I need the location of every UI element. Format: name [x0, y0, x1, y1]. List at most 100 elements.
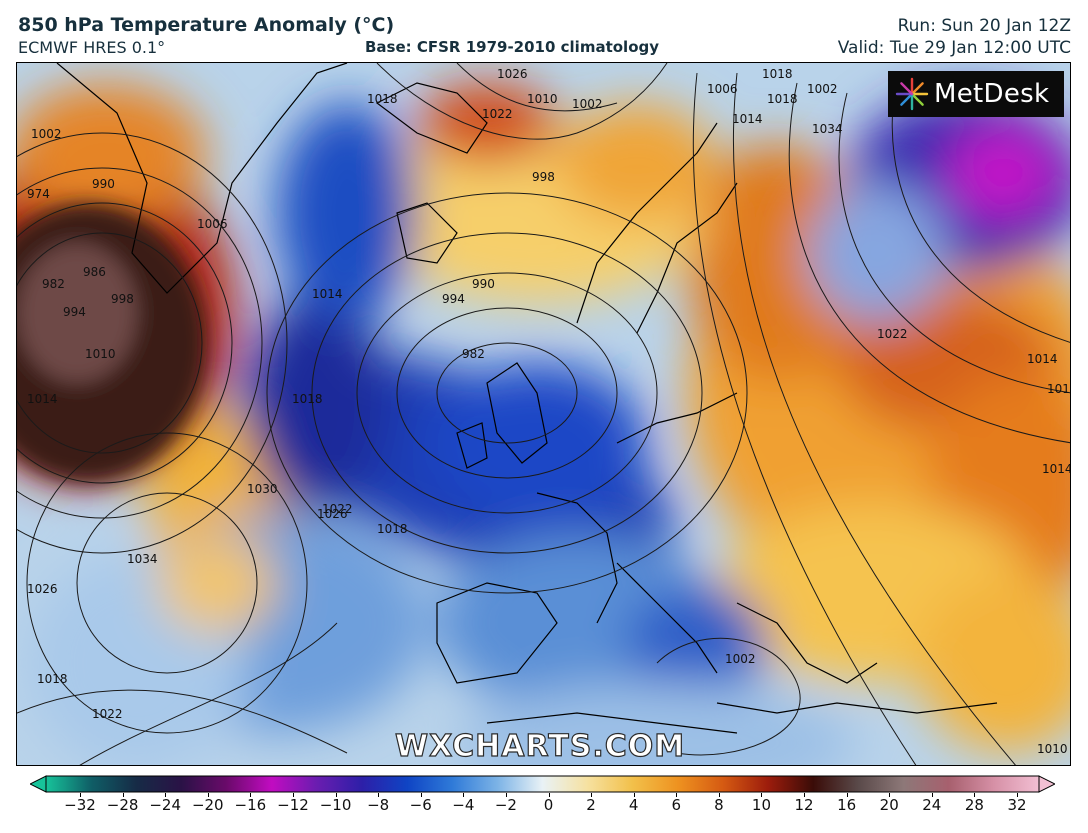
- colorbar-tick-label: −32: [64, 796, 96, 814]
- colorbar-tick-mark: [250, 793, 252, 797]
- isobar-label: 1030: [247, 482, 278, 496]
- colorbar-tick-mark: [718, 793, 720, 797]
- colorbar-tick-mark: [974, 793, 976, 797]
- isobar-label: 1018: [377, 522, 408, 536]
- isobar-label: 1014: [27, 392, 58, 406]
- anomaly-map[interactable]: 1002 974 990 982 986 994 998 1010 1014 1…: [16, 62, 1071, 766]
- isobar-label: 1026: [497, 67, 528, 81]
- colorbar-tick-label: 12: [794, 796, 814, 814]
- isobar-labels: 1002 974 990 982 986 994 998 1010 1014 1…: [27, 67, 1071, 756]
- colorbar-max-arrow: [1038, 775, 1055, 793]
- isobar-label: 1002: [725, 652, 756, 666]
- isobar-label: 1010: [527, 92, 558, 106]
- colorbar-tick-label: 0: [543, 796, 554, 814]
- colorbar-gradient: [45, 775, 1040, 793]
- run-time-label: Run: Sun 20 Jan 12Z: [897, 16, 1071, 36]
- isobar-label: 1006: [197, 217, 228, 231]
- isobar-label: 1022: [877, 327, 908, 341]
- colorbar-tick-label: −2: [494, 796, 517, 814]
- warm-core-anomaly: [17, 203, 207, 483]
- colorbar-tick-mark: [165, 793, 167, 797]
- isobar-label: 1026: [317, 507, 348, 521]
- colorbar-min-arrow: [30, 775, 47, 793]
- isobar-label: 1010: [85, 347, 116, 361]
- isobar-label: 994: [63, 305, 86, 319]
- metdesk-logo-text: MetDesk: [934, 79, 1050, 109]
- map-canvas: 1002 974 990 982 986 994 998 1010 1014 1…: [17, 63, 1071, 765]
- colorbar-tick-label: 6: [671, 796, 682, 814]
- isobar-label: 986: [83, 265, 106, 279]
- isobar-label: 982: [462, 347, 485, 361]
- climatology-base-label: Base: CFSR 1979-2010 climatology: [365, 38, 660, 56]
- colorbar-tick-mark: [761, 793, 763, 797]
- isobar-label: 1034: [812, 122, 843, 136]
- colorbar-tick-mark: [633, 793, 635, 797]
- isobar-label: 1006: [707, 82, 738, 96]
- colorbar-tick-mark: [292, 793, 294, 797]
- colorbar-tick-mark: [676, 793, 678, 797]
- isobar-label: 1002: [807, 82, 838, 96]
- isobar-label: 1018: [767, 92, 798, 106]
- colorbar-tick-mark: [931, 793, 933, 797]
- colorbar-tick-label: −16: [234, 796, 267, 814]
- colorbar-tick-label: −8: [367, 796, 390, 814]
- colorbar-tick-label: 24: [922, 796, 942, 814]
- chart-title: 850 hPa Temperature Anomaly (°C): [18, 14, 395, 36]
- colorbar-tick-label: 16: [837, 796, 857, 814]
- coastlines: [56, 63, 998, 734]
- colorbar-tick-mark: [1017, 793, 1018, 797]
- isobar-label: 1010: [1037, 742, 1068, 756]
- colorbar-tick-label: 4: [628, 796, 639, 814]
- colorbar-tick-mark: [122, 793, 124, 797]
- colorbar-tick-label: 8: [714, 796, 724, 814]
- colorbar-tick-label: 32: [1007, 796, 1027, 814]
- colorbar-tick-mark: [463, 793, 465, 797]
- colorbar-tick-mark: [548, 793, 550, 797]
- colorbar-ticks: −32 −28 −24 −20 −16 −12 −10 −8 −6 −4 −2 0 2 4 6 8 10 12 16…: [0, 793, 1088, 820]
- isobar-label: 1018: [37, 672, 68, 686]
- isobar-label: 1018: [292, 392, 323, 406]
- colorbar-tick-mark: [80, 793, 81, 797]
- isobar-label: 994: [442, 292, 465, 306]
- isobar-label: 1014: [1027, 352, 1058, 366]
- colorbar-tick-mark: [889, 793, 891, 797]
- colorbar-tick-mark: [804, 793, 806, 797]
- colorbar-tick-label: −12: [277, 796, 309, 814]
- colorbar-tick-mark: [378, 793, 380, 797]
- isobar-label: 998: [532, 170, 555, 184]
- colorbar-tick-label: −4: [452, 796, 475, 814]
- isobar-label: 982: [42, 277, 65, 291]
- isobar-label: 1026: [27, 582, 58, 596]
- isobar-label: 974: [27, 187, 50, 201]
- colorbar-tick-label: −24: [149, 796, 181, 814]
- isobar-label: 1002: [31, 127, 62, 141]
- colorbar-tick-label: −20: [191, 796, 224, 814]
- isobar-label: 1014: [1042, 462, 1071, 476]
- isobar-label: 1014: [732, 112, 763, 126]
- colorbar-tick-mark: [420, 793, 422, 797]
- colorbar: [30, 775, 1055, 793]
- metdesk-logo: MetDesk: [888, 71, 1064, 117]
- colorbar-tick-label: −10: [319, 796, 352, 814]
- isobar-label: 998: [111, 292, 134, 306]
- isobar-label: 1014: [312, 287, 343, 301]
- isobar-label: 1018: [762, 67, 793, 81]
- colorbar-tick-mark: [207, 793, 209, 797]
- valid-time-label: Valid: Tue 29 Jan 12:00 UTC: [837, 38, 1071, 58]
- colorbar-tick-label: 28: [964, 796, 984, 814]
- metdesk-star-logo-icon: [895, 77, 929, 111]
- colorbar-tick-mark: [335, 793, 337, 797]
- isobar-label: 1010: [1047, 382, 1071, 396]
- colorbar-tick-mark: [591, 793, 593, 797]
- isobar-label: 1018: [367, 92, 398, 106]
- colorbar-tick-label: 10: [751, 796, 771, 814]
- isobar-label: 990: [472, 277, 495, 291]
- isobar-label: 1022: [482, 107, 513, 121]
- isobar-label: 1022: [92, 707, 123, 721]
- isobar-label: 1022: [322, 502, 353, 516]
- isobar-label: 1002: [572, 97, 603, 111]
- colorbar-tick-label: 20: [879, 796, 899, 814]
- colorbar-tick-mark: [505, 793, 507, 797]
- colorbar-tick-label: −28: [106, 796, 139, 814]
- colorbar-tick-label: 2: [586, 796, 596, 814]
